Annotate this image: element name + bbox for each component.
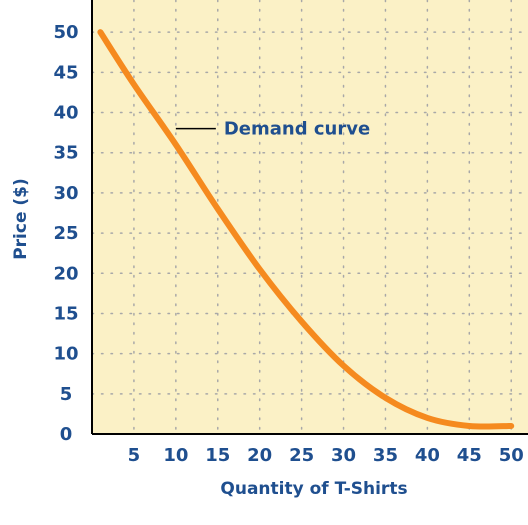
y-tick-label: 15 xyxy=(53,303,78,324)
y-axis-title: Price ($) xyxy=(11,178,31,260)
y-tick-label: 0 xyxy=(60,424,73,445)
x-tick-label: 35 xyxy=(373,445,398,466)
x-tick-label: 45 xyxy=(457,445,482,466)
x-tick-label: 10 xyxy=(163,445,188,466)
x-tick-label: 15 xyxy=(205,445,230,466)
y-tick-label: 10 xyxy=(53,344,78,365)
y-tick-label: 20 xyxy=(53,263,78,284)
y-tick-labels: 0 5 10 15 20 25 30 35 40 45 50 xyxy=(53,22,78,445)
x-tick-label: 20 xyxy=(247,445,272,466)
y-tick-label: 5 xyxy=(60,384,73,405)
x-tick-label: 40 xyxy=(415,445,440,466)
x-tick-label: 25 xyxy=(289,445,314,466)
annotation-demand-curve: Demand curve xyxy=(224,119,370,140)
plot-background xyxy=(92,0,528,434)
y-tick-label: 40 xyxy=(53,103,78,124)
y-tick-label: 50 xyxy=(53,22,78,43)
y-tick-label: 30 xyxy=(53,183,78,204)
x-tick-labels: 5 10 15 20 25 30 35 40 45 50 xyxy=(128,445,524,466)
y-tick-label: 35 xyxy=(53,143,78,164)
demand-curve xyxy=(97,29,515,430)
x-tick-label: 5 xyxy=(128,445,141,466)
x-tick-label: 50 xyxy=(499,445,524,466)
y-tick-label: 45 xyxy=(53,62,78,83)
x-tick-label: 30 xyxy=(331,445,356,466)
y-tick-label: 25 xyxy=(53,223,78,244)
x-axis-title: Quantity of T-Shirts xyxy=(220,479,407,499)
